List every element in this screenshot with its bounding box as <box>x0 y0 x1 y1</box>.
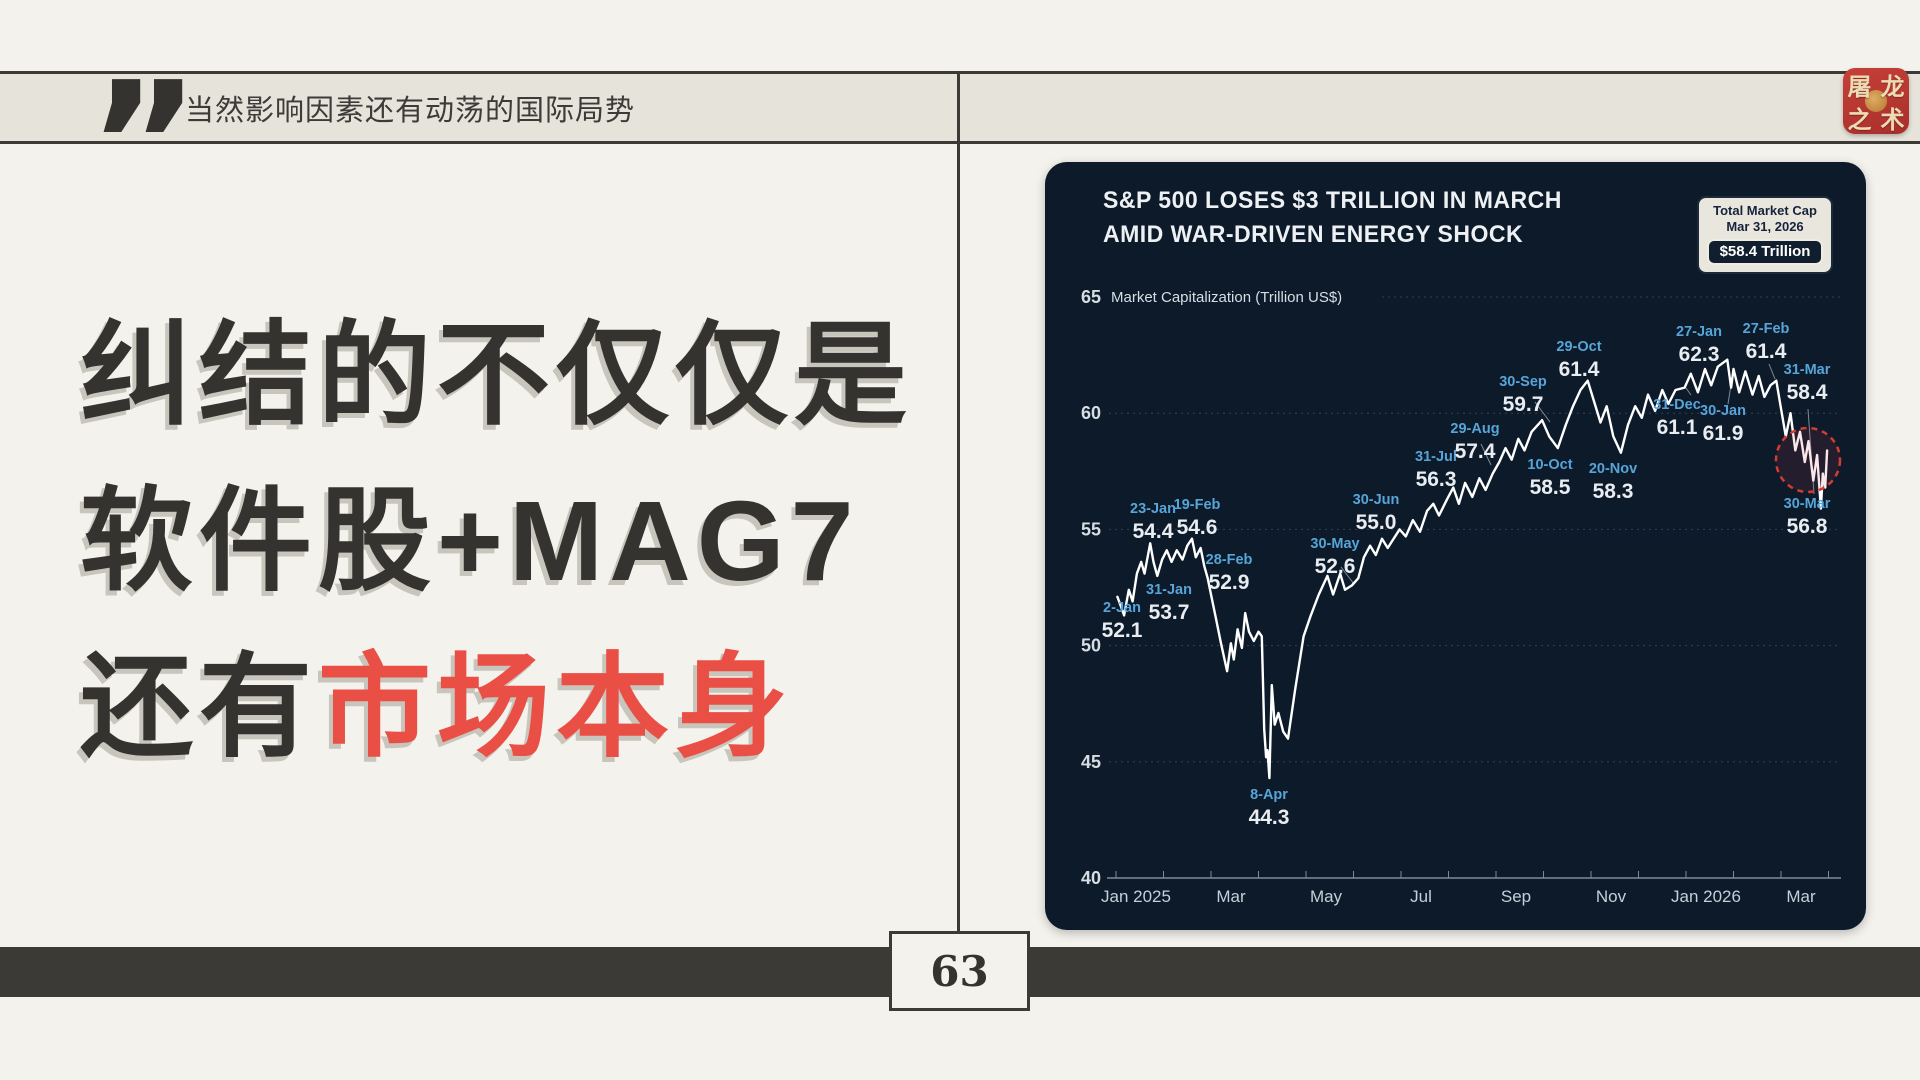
chart-callout-date: 31-Dec <box>1653 397 1701 413</box>
y-tick-label: 40 <box>1081 868 1101 888</box>
headline-line-2: 软件股+MAG7 <box>80 478 860 604</box>
x-tick-label: Nov <box>1596 887 1627 906</box>
y-tick-label: 65 <box>1081 287 1101 307</box>
chart-callout-date: 27-Jan <box>1676 324 1722 340</box>
badge-caption: Total Market Cap <box>1713 203 1817 218</box>
chart-callout-date: 2-Jan <box>1103 600 1141 616</box>
chart-callout-date: 30-Jan <box>1700 403 1746 419</box>
chart-callout-date: 30-Jun <box>1353 492 1400 508</box>
badge-value: $58.4 Trillion <box>1707 239 1823 265</box>
column-divider <box>957 71 960 932</box>
headline-line-3: 还有市场本身 <box>80 624 913 790</box>
app-logo[interactable]: 屠 龙 之 术 <box>1843 68 1909 134</box>
chart-callout-value: 61.4 <box>1746 340 1787 363</box>
chart-callout-value: 55.0 <box>1356 511 1397 534</box>
chart-callout-date: 10-Oct <box>1527 457 1572 473</box>
callout-pointer <box>1340 566 1355 585</box>
headline: 纠结的不仅仅是 软件股+MAG7 还有市场本身 <box>80 292 913 790</box>
chart-title: S&P 500 LOSES $3 TRILLION IN MARCH AMID … <box>1103 184 1562 252</box>
chart-callout-date: 19-Feb <box>1174 497 1221 513</box>
chart-callout-value: 54.6 <box>1177 516 1218 539</box>
chart-callout-value: 57.4 <box>1455 440 1496 463</box>
logo-seal-icon <box>1865 90 1887 112</box>
market-cap-line-chart: 65 Market Capitalization (Trillion US$) 60… <box>1081 287 1842 906</box>
chart-callout-date: 8-Apr <box>1250 787 1288 803</box>
callout-pointer <box>1480 443 1492 466</box>
headline-line-3-dark: 还有 <box>80 644 318 770</box>
chart-callout-date: 20-Nov <box>1589 461 1637 477</box>
x-tick-label: May <box>1310 887 1343 906</box>
chart-callout-date: 31-Jul <box>1415 449 1457 465</box>
march-drop-highlight-circle <box>1774 426 1842 494</box>
x-tick-label: Jan 2025 <box>1101 887 1171 906</box>
chart-callout-value: 52.9 <box>1209 571 1250 594</box>
chart-callout-date: 29-Oct <box>1556 339 1601 355</box>
chart-callout-value: 59.7 <box>1503 393 1544 416</box>
x-tick-label: Mar <box>1786 887 1816 906</box>
x-tick-label: Mar <box>1216 887 1246 906</box>
chart-callout-value: 56.3 <box>1416 468 1457 491</box>
chart-callout-date: 30-Mar <box>1784 496 1831 512</box>
badge-date: Mar 31, 2026 <box>1726 219 1804 234</box>
logo-char: 屠 <box>1847 74 1872 101</box>
chart-callout-date: 31-Jan <box>1146 582 1192 598</box>
chart-callout-value: 61.4 <box>1559 358 1600 381</box>
chart-title-line-2: AMID WAR-DRIVEN ENERGY SHOCK <box>1103 221 1524 248</box>
chart-callout-date: 27-Feb <box>1743 321 1790 337</box>
headline-line-1: 纠结的不仅仅是 <box>80 312 913 438</box>
logo-char: 之 <box>1847 107 1872 134</box>
chart-callout-value: 58.5 <box>1530 476 1571 499</box>
header-subtitle: 当然影响因素还有动荡的国际局势 <box>185 94 636 127</box>
chart-callout-value: 61.1 <box>1657 416 1698 439</box>
chart-callout-date: 30-Sep <box>1499 374 1547 390</box>
chart-callout-value: 58.4 <box>1787 381 1828 404</box>
y-axis-title: Market Capitalization (Trillion US$) <box>1111 289 1342 306</box>
header-band: 当然影响因素还有动荡的国际局势 <box>0 71 1920 144</box>
quote-mark-icon: ” <box>88 46 200 244</box>
y-tick-label: 50 <box>1081 636 1101 656</box>
chart-callout-date: 28-Feb <box>1206 552 1253 568</box>
y-tick-label: 45 <box>1081 752 1101 772</box>
market-cap-series-line <box>1116 358 1829 780</box>
chart-callout-value: 62.3 <box>1679 343 1720 366</box>
x-tick-label: Jul <box>1410 887 1432 906</box>
logo-char: 术 <box>1880 107 1905 134</box>
chart-title-line-1: S&P 500 LOSES $3 TRILLION IN MARCH <box>1103 187 1562 214</box>
market-cap-badge: Total Market Cap Mar 31, 2026 $58.4 Tril… <box>1697 196 1833 274</box>
chart-callout-value: 54.4 <box>1133 520 1174 543</box>
chart-callout-value: 53.7 <box>1149 601 1190 624</box>
chart-callout-date: 31-Mar <box>1784 362 1831 378</box>
chart-callout-value: 52.1 <box>1102 619 1143 642</box>
chart-callout-date: 29-Aug <box>1450 421 1499 437</box>
chart-callout-date: 30-May <box>1310 536 1359 552</box>
x-tick-label: Jan 2026 <box>1671 887 1741 906</box>
chart-callout-date: 23-Jan <box>1130 501 1176 517</box>
callout-pointer <box>1534 401 1551 423</box>
callout-pointer <box>1685 387 1692 396</box>
page-number: 63 <box>930 946 989 996</box>
page-number-box: 63 <box>889 931 1030 1011</box>
x-tick-label: Sep <box>1501 887 1531 906</box>
logo-char: 龙 <box>1880 74 1905 101</box>
chart-card: 65 Market Capitalization (Trillion US$) 60… <box>1045 162 1866 930</box>
chart-callout-value: 56.8 <box>1787 515 1828 538</box>
headline-line-3-red: 市场本身 <box>318 644 794 770</box>
chart-callout-value: 52.6 <box>1315 555 1356 578</box>
y-tick-label: 55 <box>1081 519 1101 539</box>
y-tick-label: 60 <box>1081 403 1101 423</box>
chart-callout-value: 58.3 <box>1593 480 1634 503</box>
chart-callout-value: 44.3 <box>1249 806 1290 829</box>
callout-pointer <box>1768 363 1776 380</box>
chart-callout-value: 61.9 <box>1703 422 1744 445</box>
